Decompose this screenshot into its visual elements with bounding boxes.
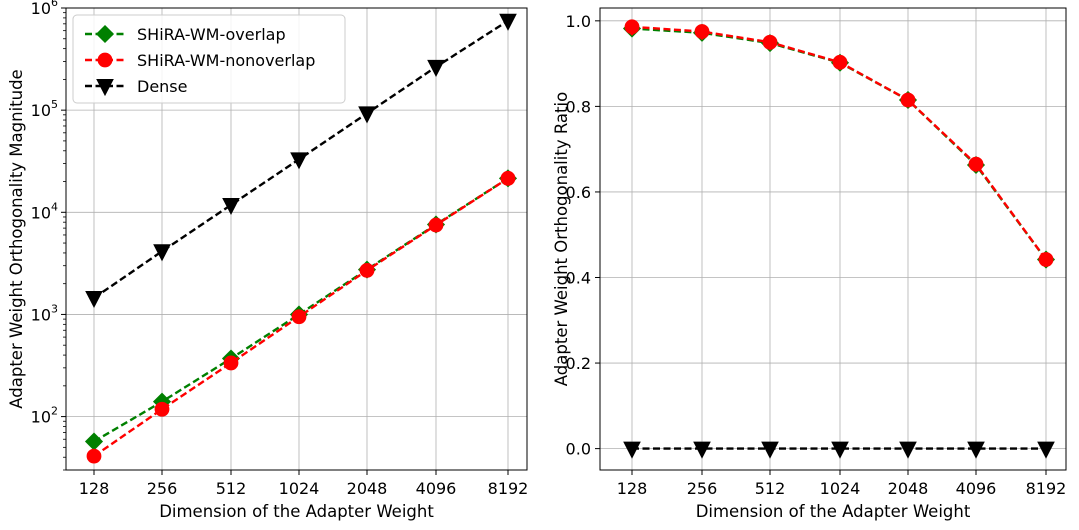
magnitude-y-tick-label: 102: [31, 405, 58, 427]
legend-0-marker: [95, 24, 115, 44]
magnitude-series-2-point: [290, 152, 308, 170]
magnitude-x-tick-label: 4096: [416, 479, 457, 498]
ratio-x-tick-label: 8192: [1026, 479, 1067, 498]
magnitude-axes-frame: [65, 7, 528, 471]
legend-1-marker: [97, 52, 113, 68]
ratio-series-2-point: [761, 441, 779, 459]
magnitude-series-2-point: [153, 244, 171, 262]
ratio-y-tick-label: 0.4: [566, 269, 591, 288]
ratio-series-1-point: [694, 24, 710, 39]
ratio-x-tick-label: 1024: [820, 479, 861, 498]
magnitude-x-tick-label: 1024: [279, 479, 320, 498]
ratio-x-tick-label: 256: [687, 479, 718, 498]
ratio-x-tick-label: 128: [617, 479, 648, 498]
magnitude-x-tick-label: 2048: [347, 479, 388, 498]
magnitude-series-1-point: [500, 170, 516, 186]
magnitude-series-1-point: [359, 262, 375, 278]
magnitude-x-tick-label: 128: [79, 479, 110, 498]
ratio-series-2-point: [1037, 441, 1055, 459]
ratio-x-tick-label: 2048: [888, 479, 929, 498]
ratio-series-2-point: [831, 441, 849, 459]
ratio-series-2-point: [693, 441, 711, 459]
ratio-series-1-point: [832, 54, 848, 70]
legend-0-label: SHiRA-WM-overlap: [137, 25, 286, 44]
magnitude-series-1-point: [86, 448, 102, 464]
magnitude-series-2-point: [222, 197, 240, 216]
ratio-series-1-point: [900, 92, 916, 108]
magnitude-series-1-point: [223, 355, 239, 371]
ratio-y-tick-label: 1.0: [566, 12, 591, 31]
ratio-series-1-point: [762, 34, 778, 50]
ratio-chart-panel: 128 256 512 1024 2048 4096 8192 0.0 0.2 0.4 0.6 0.8…: [552, 7, 1067, 521]
magnitude-x-tick-label: 256: [147, 479, 178, 498]
magnitude-series-1-point: [428, 217, 444, 233]
ratio-y-tick-label: 0.8: [566, 97, 591, 116]
legend-box: [72, 14, 346, 104]
magnitude-series-0-point: [84, 432, 104, 451]
ratio-axes-frame: [599, 7, 1067, 471]
magnitude-legend: SHiRA-WM-overlap SHiRA-WM-nonoverlap Dense: [72, 14, 346, 104]
ratio-series-2-point: [899, 441, 917, 459]
ratio-series-1-point: [624, 19, 640, 35]
magnitude-x-tick-label: 8192: [488, 479, 529, 498]
legend-2-marker: [96, 79, 114, 97]
legend-2-label: Dense: [137, 77, 187, 96]
magnitude-y-tick-label: 103: [31, 302, 58, 324]
magnitude-y-tick-label: 105: [31, 98, 58, 120]
magnitude-series-2-point: [427, 59, 445, 78]
ratio-y-axis-label: Adapter Weight Orthogonality Ratio: [552, 92, 571, 386]
magnitude-x-axis-label: Dimension of the Adapter Weight: [159, 502, 434, 521]
ratio-x-tick-label: 4096: [956, 479, 997, 498]
ratio-y-tick-label: 0.0: [566, 440, 591, 459]
magnitude-series-2-point: [499, 13, 517, 31]
magnitude-series-2-point: [85, 290, 103, 309]
ratio-y-tick-label: 0.2: [566, 354, 591, 373]
magnitude-y-tick-label: 104: [31, 200, 58, 222]
magnitude-series-1-point: [154, 401, 170, 417]
legend-1-label: SHiRA-WM-nonoverlap: [137, 51, 315, 70]
ratio-y-tick-label: 0.6: [566, 183, 591, 202]
ratio-x-axis-label: Dimension of the Adapter Weight: [696, 502, 971, 521]
magnitude-series-2-point: [358, 106, 376, 124]
magnitude-y-tick-label: 106: [31, 0, 58, 18]
ratio-series-2-point: [623, 441, 641, 459]
magnitude-series-1-point: [291, 309, 307, 325]
ratio-x-tick-label: 512: [755, 479, 786, 498]
magnitude-chart-panel: 128 256 512 1024 2048 4096 8192 102 103 104 105 106…: [7, 0, 528, 521]
magnitude-x-tick-label: 512: [216, 479, 247, 498]
ratio-series-1-point: [968, 156, 984, 172]
magnitude-y-axis-label: Adapter Weight Orthogonality Magnitude: [7, 69, 26, 408]
ratio-series-2-point: [967, 441, 985, 459]
ratio-series-1-point: [1038, 252, 1054, 267]
